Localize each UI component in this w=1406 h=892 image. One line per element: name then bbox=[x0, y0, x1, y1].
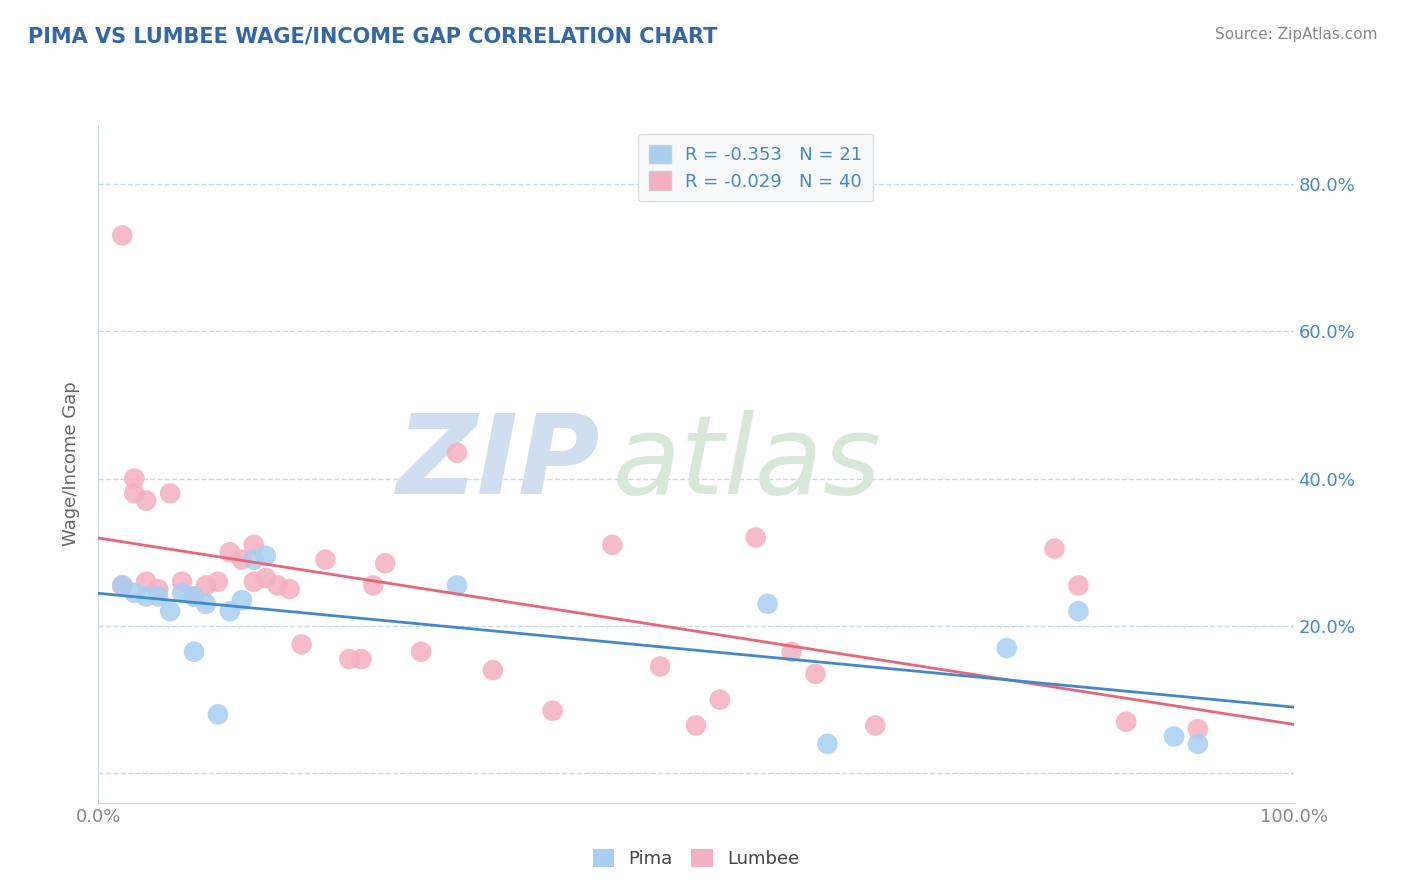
Point bbox=[815, 737, 838, 751]
Point bbox=[243, 552, 266, 566]
Point bbox=[804, 666, 827, 681]
Point bbox=[183, 590, 205, 604]
Point bbox=[183, 645, 205, 659]
Point bbox=[350, 652, 373, 666]
Point bbox=[291, 637, 314, 651]
Legend: Pima, Lumbee: Pima, Lumbee bbox=[585, 841, 807, 875]
Point bbox=[1067, 578, 1090, 592]
Point bbox=[111, 228, 134, 243]
Text: PIMA VS LUMBEE WAGE/INCOME GAP CORRELATION CHART: PIMA VS LUMBEE WAGE/INCOME GAP CORRELATI… bbox=[28, 27, 717, 46]
Point bbox=[1163, 730, 1185, 744]
Point bbox=[541, 704, 564, 718]
Point bbox=[231, 552, 253, 566]
Point bbox=[148, 582, 170, 596]
Text: ZIP: ZIP bbox=[396, 410, 600, 517]
Y-axis label: Wage/Income Gap: Wage/Income Gap bbox=[62, 382, 80, 546]
Point bbox=[1067, 604, 1090, 618]
Point bbox=[780, 645, 803, 659]
Point bbox=[315, 552, 337, 566]
Point bbox=[685, 718, 707, 732]
Point bbox=[194, 597, 218, 611]
Point bbox=[207, 574, 229, 589]
Point bbox=[207, 707, 229, 722]
Point bbox=[111, 578, 134, 592]
Point bbox=[411, 645, 433, 659]
Text: atlas: atlas bbox=[613, 410, 882, 517]
Point bbox=[756, 597, 779, 611]
Point bbox=[135, 574, 157, 589]
Point bbox=[745, 531, 768, 545]
Point bbox=[1043, 541, 1066, 556]
Point bbox=[231, 593, 253, 607]
Point bbox=[183, 590, 205, 604]
Point bbox=[1115, 714, 1137, 729]
Point bbox=[648, 659, 672, 673]
Point bbox=[124, 486, 146, 500]
Point bbox=[446, 446, 468, 460]
Point bbox=[159, 486, 181, 500]
Point bbox=[254, 571, 277, 585]
Point bbox=[278, 582, 301, 596]
Point bbox=[363, 578, 385, 592]
Point bbox=[135, 590, 157, 604]
Point bbox=[374, 557, 396, 571]
Point bbox=[243, 538, 266, 552]
Point bbox=[602, 538, 624, 552]
Point bbox=[481, 663, 505, 677]
Point bbox=[148, 590, 170, 604]
Point bbox=[219, 545, 242, 559]
Text: Source: ZipAtlas.com: Source: ZipAtlas.com bbox=[1215, 27, 1378, 42]
Point bbox=[709, 692, 731, 706]
Point bbox=[267, 578, 290, 592]
Point bbox=[159, 604, 181, 618]
Point bbox=[124, 586, 146, 600]
Point bbox=[172, 574, 194, 589]
Point bbox=[124, 472, 146, 486]
Point bbox=[1187, 737, 1209, 751]
Point bbox=[339, 652, 360, 666]
Point bbox=[111, 578, 134, 592]
Point bbox=[1187, 722, 1209, 736]
Point bbox=[243, 574, 266, 589]
Point bbox=[135, 493, 157, 508]
Point bbox=[446, 578, 468, 592]
Point bbox=[194, 578, 218, 592]
Point bbox=[254, 549, 277, 563]
Point bbox=[863, 718, 887, 732]
Point bbox=[995, 641, 1018, 656]
Point bbox=[219, 604, 242, 618]
Point bbox=[172, 586, 194, 600]
